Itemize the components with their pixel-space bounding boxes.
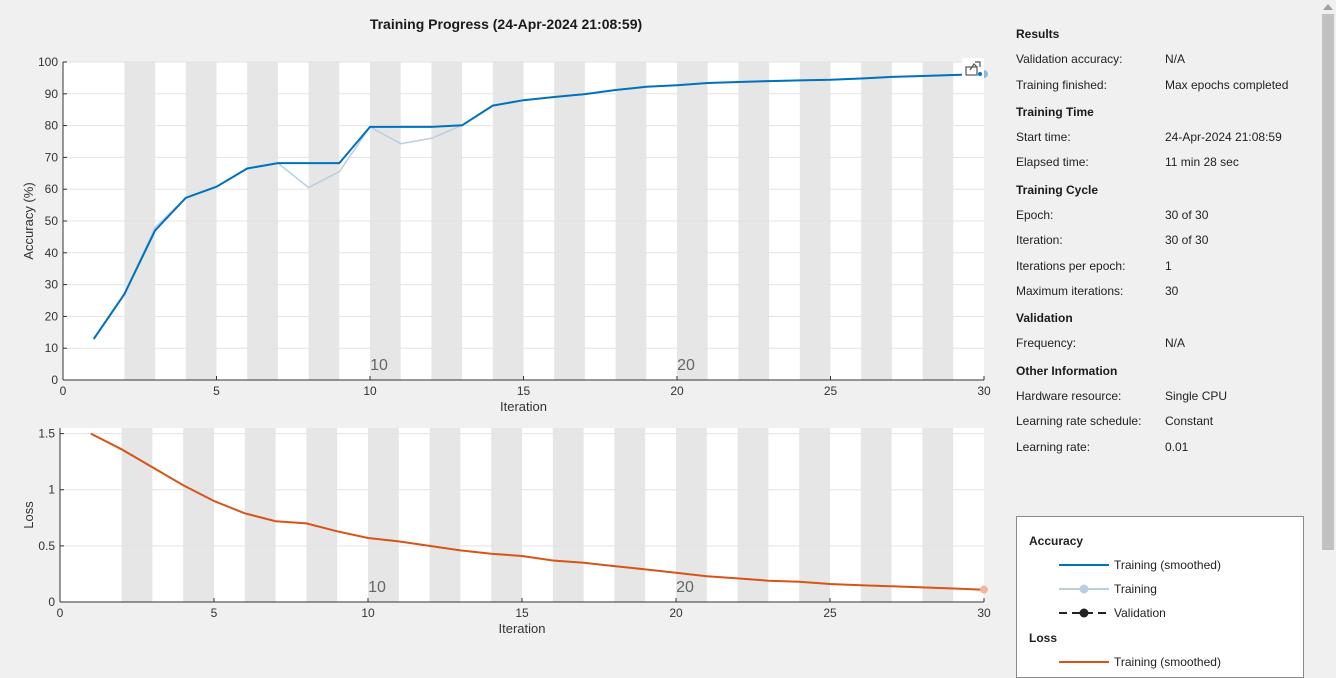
accuracy-y-tick-label: 30 [45,278,59,292]
accuracy-series-training-smoothed [92,73,985,340]
loss-epoch-band [552,428,584,602]
legend-accuracy-smoothed-label: Training (smoothed) [1114,558,1221,572]
loss-last-point-marker [980,585,988,594]
accuracy-x-tick-label: 10 [363,384,377,398]
legend-accuracy-training-swatch [1059,584,1109,594]
accuracy-y-tick-label: 10 [45,341,59,355]
accuracy-y-tick-label: 80 [45,119,59,133]
frequency-label: Frequency: [1016,336,1077,350]
legend-loss-smoothed-swatch [1059,661,1109,663]
loss-epoch-band [429,428,461,602]
loss-x-tick-label: 20 [669,606,683,620]
loss-epoch-label: 10 [368,579,386,596]
loss-epoch-band [121,428,153,602]
loss-x-tick-label: 30 [977,606,991,620]
accuracy-y-tick-label: 20 [45,309,59,323]
accuracy-y-tick-label: 70 [45,150,59,164]
legend-accuracy-validation-swatch [1059,608,1109,618]
loss-epoch-band [799,428,830,602]
loss-y-tick-label: 0 [48,595,55,609]
legend-loss-heading: Loss [1029,631,1058,645]
loss-epoch-band [614,428,646,602]
validation-heading: Validation [1016,311,1073,325]
accuracy-y-tick-label: 0 [51,373,58,387]
iteration-value: 30 of 30 [1165,233,1209,247]
training-time-heading: Training Time [1016,105,1094,119]
loss-y-tick-label: 0.5 [38,539,55,553]
accuracy-x-tick-label: 5 [213,384,220,398]
loss-epoch-band [860,428,892,602]
hardware-resource-label: Hardware resource: [1016,389,1122,403]
elapsed-time-value: 11 min 28 sec [1165,155,1239,169]
loss-epoch-band [183,428,214,602]
legend-accuracy-heading: Accuracy [1029,534,1084,548]
results-heading: Results [1016,27,1060,41]
accuracy-y-tick-label: 60 [45,182,59,196]
loss-y-tick-label: 1 [48,483,55,497]
export-plot-icon[interactable] [962,58,984,80]
loss-epoch-label: 20 [676,579,694,596]
epoch-value: 30 of 30 [1165,208,1209,222]
loss-epoch-band [922,428,954,602]
loss-series-training-smoothed [90,432,985,591]
loss-plot: 0 0.5 1 1.5 0 5 10 15 20 25 30 10 20 Iteration Loss [21,427,991,636]
loss-epoch-band [737,428,769,602]
accuracy-y-tick-label: 100 [38,55,58,69]
loss-x-tick-label: 15 [515,606,529,620]
loss-x-tick-label: 0 [57,606,64,620]
elapsed-time-label: Elapsed time: [1016,155,1089,169]
validation-accuracy-label: Validation accuracy: [1016,52,1123,66]
training-finished-label: Training finished: [1016,78,1107,92]
legend-accuracy-smoothed-swatch [1059,564,1109,566]
loss-x-tick-label: 10 [361,606,375,620]
iterations-per-epoch-value: 1 [1165,259,1172,273]
legend: Accuracy Training (smoothed) Training Va… [1016,516,1304,678]
max-iterations-value: 30 [1165,284,1179,298]
legend-accuracy-validation-label: Validation [1114,606,1166,620]
accuracy-x-tick-label: 25 [824,384,838,398]
learning-rate-value: 0.01 [1165,440,1189,454]
loss-y-axis-label: Loss [21,501,36,529]
scrollbar-thumb[interactable] [1322,14,1334,550]
accuracy-y-tick-label: 50 [45,214,59,228]
lr-schedule-label: Learning rate schedule: [1016,414,1142,428]
iterations-per-epoch-label: Iterations per epoch: [1016,259,1126,273]
training-cycle-heading: Training Cycle [1016,183,1099,197]
loss-epoch-band [491,428,522,602]
loss-x-tick-label: 25 [823,606,837,620]
accuracy-x-tick-label: 20 [670,384,684,398]
chart-title: Training Progress (24-Apr-2024 21:08:59) [369,16,643,32]
accuracy-epoch-label: 10 [370,357,388,374]
legend-loss-smoothed-label: Training (smoothed) [1114,655,1221,669]
accuracy-epoch-label: 20 [677,357,695,374]
iteration-label: Iteration: [1016,233,1063,247]
start-time-value: 24-Apr-2024 21:08:59 [1165,130,1282,144]
lr-schedule-value: Constant [1165,414,1214,428]
accuracy-x-tick-label: 15 [517,384,531,398]
validation-accuracy-value: N/A [1165,52,1186,66]
learning-rate-label: Learning rate: [1016,440,1091,454]
training-finished-value: Max epochs completed [1165,78,1289,92]
accuracy-y-tick-label: 90 [45,87,59,101]
loss-epoch-band [306,428,338,602]
hardware-resource-value: Single CPU [1165,389,1228,403]
accuracy-y-tick-label: 40 [45,246,59,260]
loss-epoch-band [368,428,399,602]
loss-x-axis-label: Iteration [499,621,546,636]
accuracy-x-tick-label: 0 [60,384,67,398]
loss-y-tick-label: 1.5 [38,427,55,441]
legend-accuracy-training-label: Training [1114,582,1157,596]
accuracy-x-axis-label: Iteration [500,399,547,414]
accuracy-y-axis-label: Accuracy (%) [21,182,36,259]
accuracy-x-tick-label: 30 [977,384,991,398]
other-information-heading: Other Information [1016,364,1118,378]
start-time-label: Start time: [1016,130,1071,144]
scroll-up-icon[interactable] [1323,4,1333,10]
loss-x-tick-label: 5 [211,606,218,620]
max-iterations-label: Maximum iterations: [1016,284,1124,298]
frequency-value: N/A [1165,336,1186,350]
epoch-label: Epoch: [1016,208,1054,222]
accuracy-plot: 0 10 20 30 40 50 60 70 80 90 100 0 5 10 15 20 25 30 10 20 It… [21,55,991,414]
